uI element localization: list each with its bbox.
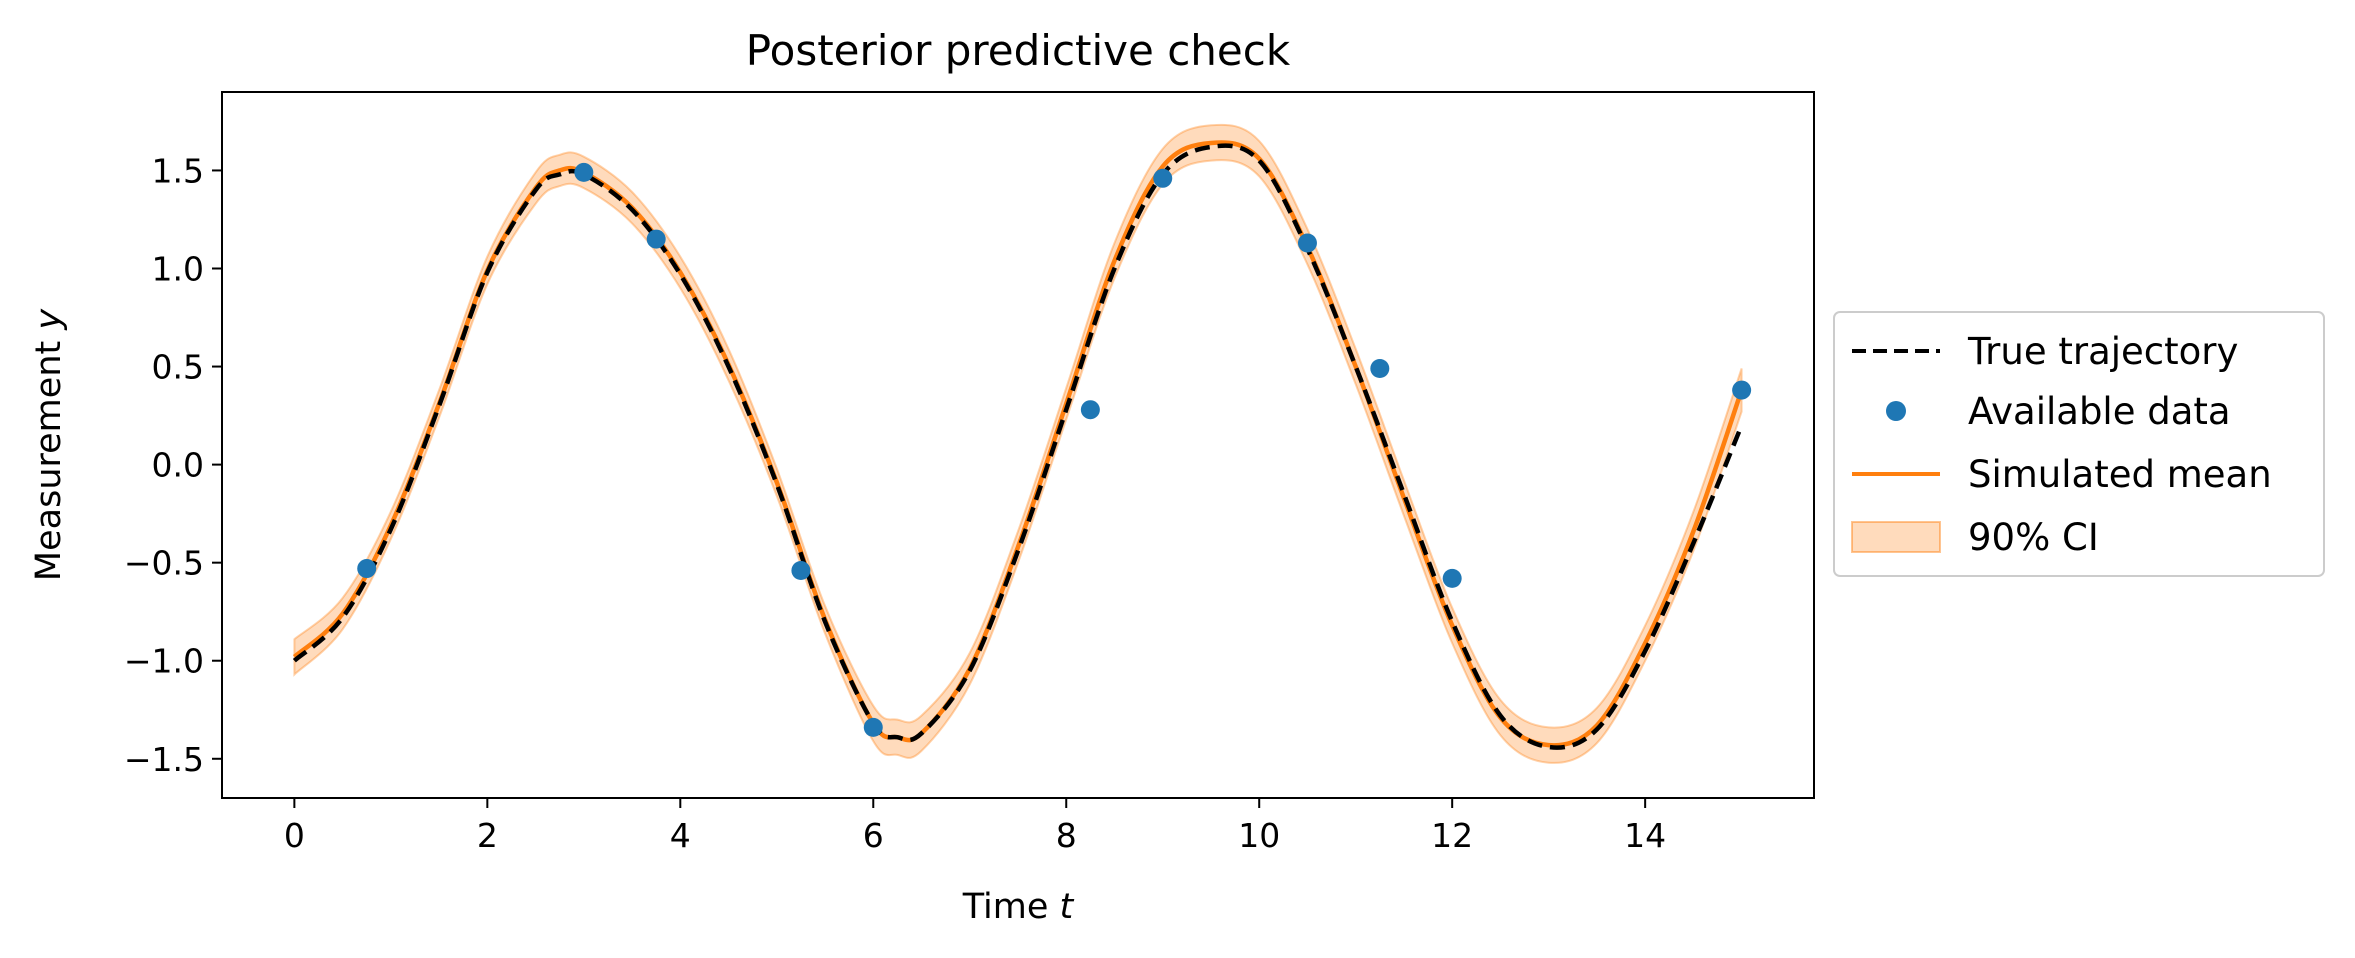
x-tick-label: 6	[863, 816, 884, 855]
x-tick-label: 2	[477, 816, 498, 855]
data-point	[863, 717, 883, 737]
y-tick-label: 0.0	[152, 446, 204, 485]
y-tick-label: −1.0	[124, 642, 204, 681]
data-point	[1370, 359, 1390, 379]
legend-label-simulated-mean: Simulated mean	[1968, 453, 2272, 496]
series-true-trajectory	[292, 143, 1744, 750]
legend-swatch-ci	[1851, 521, 1941, 553]
plot-frame	[221, 91, 1815, 799]
y-tick-label: 1.0	[152, 250, 204, 289]
legend-label-true-trajectory: True trajectory	[1967, 330, 2238, 373]
x-axis-title-var: t	[1060, 887, 1075, 927]
legend: True trajectory Available data Simulated…	[1833, 311, 2325, 577]
x-axis-title: Time t	[962, 887, 1075, 927]
legend-label-ci: 90% CI	[1968, 516, 2099, 559]
x-tick-label: 10	[1238, 816, 1280, 855]
y-axis-title-var: y	[29, 308, 69, 331]
data-point	[1153, 168, 1173, 188]
x-axis-title-text: Time	[962, 887, 1060, 927]
data-point	[1442, 568, 1462, 588]
y-tick-label: 1.5	[152, 151, 204, 190]
y-axis-title-text: Measurement	[29, 330, 69, 581]
y-tick-label: −1.5	[124, 740, 204, 779]
y-tick-label: −0.5	[124, 544, 204, 583]
plot-area	[292, 123, 1752, 764]
legend-frame	[1833, 311, 2325, 577]
data-point	[791, 561, 811, 581]
x-tick-label: 12	[1431, 816, 1473, 855]
y-axis-title: Measurement y	[29, 308, 69, 581]
x-tick-label: 4	[670, 816, 691, 855]
x-tick-label: 8	[1056, 816, 1077, 855]
legend-label-available-data: Available data	[1968, 390, 2231, 433]
data-point	[574, 162, 594, 182]
legend-swatch-available-data	[1886, 401, 1906, 421]
chart-title: Posterior predictive check	[746, 26, 1291, 75]
x-tick-label: 14	[1624, 816, 1666, 855]
x-axis-ticks: 0 2 4 6 8 10 12 14	[284, 798, 1666, 855]
y-tick-label: 0.5	[152, 348, 204, 387]
y-axis-ticks: −1.5 −1.0 −0.5 0.0 0.5 1.0 1.5	[124, 151, 222, 779]
ci-band	[293, 123, 1743, 764]
x-tick-label: 0	[284, 816, 305, 855]
data-point	[1080, 400, 1100, 420]
data-point	[646, 229, 666, 249]
data-point	[357, 559, 377, 579]
data-point	[1732, 380, 1752, 400]
data-point	[1297, 233, 1317, 253]
series-simulated-mean	[292, 140, 1744, 748]
